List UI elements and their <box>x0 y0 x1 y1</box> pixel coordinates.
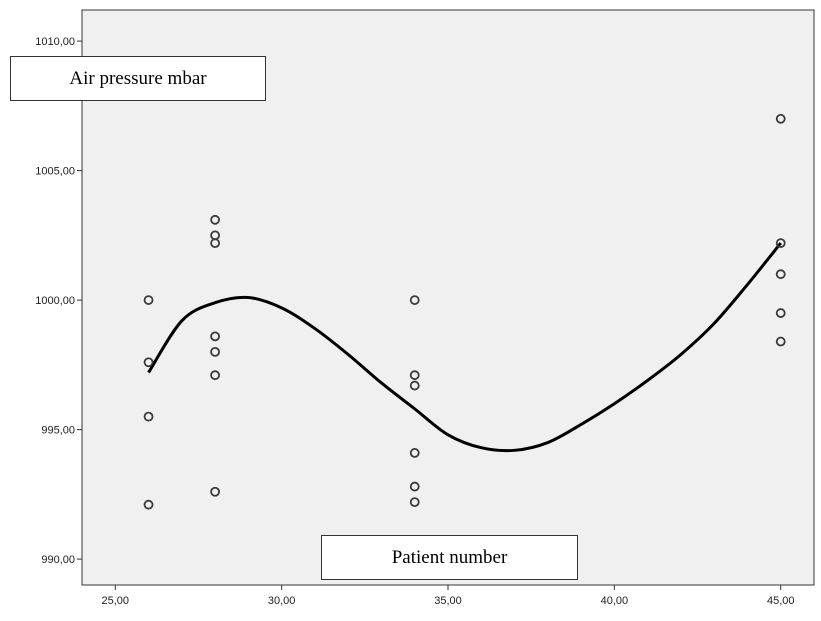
data-point <box>775 308 786 318</box>
y-axis: 990,00 995,00 1000,00 1005,00 1010,00 <box>35 36 82 566</box>
data-point <box>409 448 420 458</box>
y-tick-label: 995,00 <box>41 425 75 437</box>
x-tick-label: 30,00 <box>268 595 296 607</box>
y-axis-label: Air pressure mbar <box>10 56 266 101</box>
data-point <box>143 357 154 368</box>
y-tick-label: 1005,00 <box>35 166 75 178</box>
y-tick-label: 1010,00 <box>35 36 75 48</box>
data-point <box>409 497 420 508</box>
x-tick-label: 25,00 <box>102 595 130 607</box>
plot-area <box>81 9 815 586</box>
data-point <box>409 481 420 492</box>
data-point <box>409 295 420 305</box>
data-point <box>775 238 786 249</box>
data-point <box>143 411 154 422</box>
data-point <box>409 370 420 381</box>
y-tick-label: 990,00 <box>41 554 75 566</box>
data-point <box>143 499 154 510</box>
data-point <box>775 113 786 124</box>
x-tick-label: 45,00 <box>767 595 795 607</box>
data-point <box>775 336 786 347</box>
x-axis: 25,00 30,00 35,00 40,00 45,00 <box>102 585 795 607</box>
data-point <box>210 331 220 342</box>
data-point <box>143 295 154 305</box>
data-point <box>775 269 786 280</box>
x-tick-label: 40,00 <box>601 595 629 607</box>
data-point <box>409 380 420 391</box>
x-axis-label: Patient number <box>321 535 578 580</box>
data-point <box>210 238 220 249</box>
data-point <box>210 214 220 225</box>
y-tick-label: 1000,00 <box>35 295 75 307</box>
x-tick-label: 35,00 <box>434 595 462 607</box>
data-points <box>143 113 786 510</box>
data-point <box>210 346 220 357</box>
data-point <box>210 370 220 381</box>
fit-line <box>147 242 782 453</box>
data-point <box>210 486 220 497</box>
